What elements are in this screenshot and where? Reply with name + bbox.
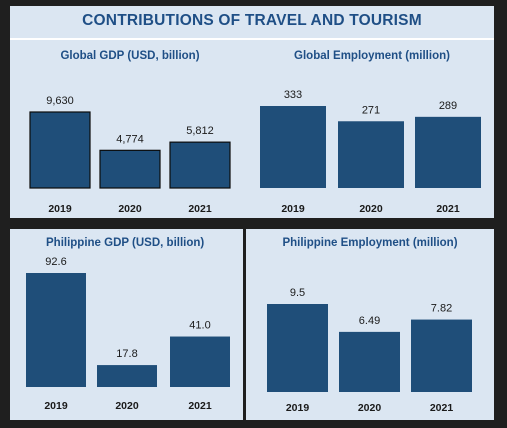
category-label: 2020	[358, 402, 382, 414]
value-label: 333	[284, 89, 302, 101]
bar-2019	[26, 273, 86, 387]
value-label: 41.0	[189, 320, 210, 332]
title-divider	[10, 38, 494, 40]
value-label: 289	[439, 100, 457, 112]
chart-title: Philippine Employment (million)	[282, 237, 458, 249]
chart-title: Philippine GDP (USD, billion)	[46, 237, 205, 249]
bar-2020	[338, 121, 404, 188]
category-label: 2021	[436, 203, 460, 215]
category-label: 2019	[286, 402, 310, 414]
value-label: 5,812	[186, 125, 214, 137]
global-employment-panel: Global Employment (million) 333 2019 271 20…	[250, 40, 494, 218]
value-label: 17.8	[116, 348, 137, 360]
bar-2021	[169, 141, 231, 189]
category-label: 2021	[188, 203, 212, 215]
chart-title: Global Employment (million)	[294, 50, 450, 62]
category-label: 2019	[44, 400, 68, 412]
bar-2021	[411, 319, 472, 392]
bar-2021	[170, 336, 230, 387]
bar-2019	[260, 106, 326, 188]
value-label: 4,774	[116, 133, 144, 145]
bar-2020	[97, 365, 157, 387]
chart-title: Global GDP (USD, billion)	[60, 50, 200, 62]
value-label: 92.6	[45, 256, 66, 268]
infographic-title: CONTRIBUTIONS OF TRAVEL AND TOURISM	[82, 12, 422, 29]
philippine-employment-chart: 9.5 2019 6.49 2020 7.82 2021	[267, 287, 472, 414]
category-label: 2019	[48, 203, 72, 215]
value-label: 7.82	[431, 303, 452, 315]
value-label: 9,630	[46, 95, 74, 107]
global-gdp-chart: 9,630 2019 4,774 2020 5,812 2021	[29, 95, 231, 215]
philippine-gdp-panel: Philippine GDP (USD, billion) 92.6 2019 17…	[10, 229, 243, 420]
value-label: 9.5	[290, 287, 305, 299]
bar-2019	[29, 111, 91, 189]
bottom-divider	[243, 229, 246, 420]
value-label: 6.49	[359, 315, 380, 327]
category-label: 2020	[359, 203, 383, 215]
value-label: 271	[362, 104, 380, 116]
bar-2019	[267, 304, 328, 392]
bar-2020	[99, 149, 161, 189]
top-section: CONTRIBUTIONS OF TRAVEL AND TOURISM Glob…	[10, 6, 494, 218]
category-label: 2019	[281, 203, 305, 215]
category-label: 2020	[118, 203, 142, 215]
global-employment-chart: 333 2019 271 2020 289 2021	[260, 89, 481, 215]
philippine-employment-panel: Philippine Employment (million) 9.5 2019 6…	[246, 229, 494, 420]
philippine-gdp-chart: 92.6 2019 17.8 2020 41.0 2021	[26, 256, 230, 412]
category-label: 2021	[430, 402, 454, 414]
bar-2020	[339, 331, 400, 392]
bar-2021	[415, 116, 481, 188]
category-label: 2020	[115, 400, 139, 412]
category-label: 2021	[188, 400, 212, 412]
global-gdp-panel: Global GDP (USD, billion) 9,630 2019 4,774…	[10, 40, 250, 218]
